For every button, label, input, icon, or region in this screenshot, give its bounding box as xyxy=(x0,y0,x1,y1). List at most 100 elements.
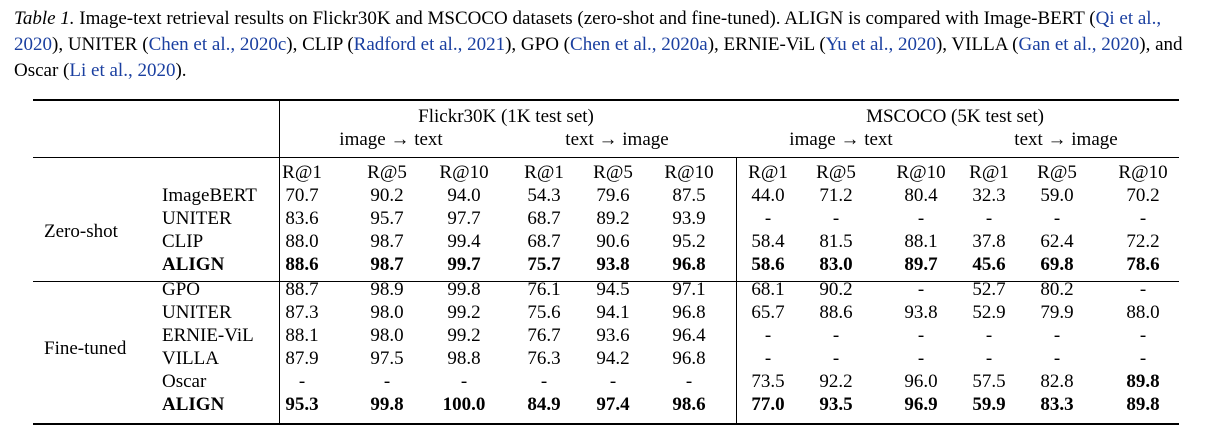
result-value: 83.0 xyxy=(819,254,853,275)
direction-header: text → image xyxy=(1014,129,1118,150)
result-value: 98.0 xyxy=(370,325,404,346)
result-value: 68.1 xyxy=(751,279,785,300)
result-value: - xyxy=(298,371,306,392)
result-value: - xyxy=(917,348,925,369)
result-value: 79.6 xyxy=(596,185,630,206)
result-value: 99.4 xyxy=(447,231,481,252)
result-value: - xyxy=(917,208,925,229)
result-value: 76.7 xyxy=(527,325,561,346)
citation-link[interactable]: Li et al., 2020 xyxy=(69,60,176,81)
result-value: 95.2 xyxy=(672,231,706,252)
result-value: 93.9 xyxy=(672,208,706,229)
metric-header: R@1 xyxy=(282,162,322,183)
metric-header: R@10 xyxy=(664,162,714,183)
model-name: Oscar xyxy=(162,371,207,392)
result-value: 58.4 xyxy=(751,231,785,252)
result-value: 99.2 xyxy=(447,325,481,346)
result-value: 94.2 xyxy=(596,348,630,369)
result-value: - xyxy=(832,348,840,369)
caption-body: Image-text retrieval results on Flickr30… xyxy=(14,8,1183,81)
result-value: 99.8 xyxy=(370,394,404,415)
caption-text: Image-text retrieval results on Flickr30… xyxy=(74,8,1096,29)
result-value: 98.7 xyxy=(370,254,404,275)
caption-text: ), ERNIE-ViL ( xyxy=(707,34,826,55)
result-value: 96.9 xyxy=(904,394,938,415)
result-value: 75.6 xyxy=(527,302,561,323)
result-value: 88.0 xyxy=(1126,302,1160,323)
model-name: UNITER xyxy=(162,302,232,323)
result-value: 93.5 xyxy=(819,394,853,415)
result-value: 88.6 xyxy=(819,302,853,323)
citation-link[interactable]: Gan et al., 2020 xyxy=(1018,34,1140,55)
result-value: 75.7 xyxy=(527,254,561,275)
result-value: 78.6 xyxy=(1126,254,1160,275)
result-value: - xyxy=(832,208,840,229)
result-value: 95.3 xyxy=(285,394,319,415)
result-value: - xyxy=(1053,325,1061,346)
caption-lead: Table 1. xyxy=(14,8,75,29)
model-name: ERNIE-ViL xyxy=(162,325,254,346)
model-name: ALIGN xyxy=(162,394,225,415)
metric-header: R@5 xyxy=(1037,162,1077,183)
result-value: - xyxy=(985,208,993,229)
result-value: 90.2 xyxy=(819,279,853,300)
citation-link[interactable]: Yu et al., 2020 xyxy=(825,34,936,55)
result-value: - xyxy=(383,371,391,392)
citation-link[interactable]: Chen et al., 2020c xyxy=(148,34,287,55)
metric-header: R@10 xyxy=(896,162,946,183)
result-value: - xyxy=(609,371,617,392)
caption-text: ), VILLA ( xyxy=(935,34,1019,55)
result-value: 82.8 xyxy=(1040,371,1074,392)
result-value: 83.3 xyxy=(1040,394,1074,415)
result-value: 99.2 xyxy=(447,302,481,323)
group-separator xyxy=(33,281,1179,282)
result-value: 59.0 xyxy=(1040,185,1074,206)
citation-link[interactable]: Chen et al., 2020a xyxy=(570,34,708,55)
result-value: - xyxy=(1139,348,1147,369)
result-value: 52.7 xyxy=(972,279,1006,300)
result-value: - xyxy=(917,279,925,300)
result-value: - xyxy=(1053,208,1061,229)
result-value: 59.9 xyxy=(972,394,1006,415)
result-value: - xyxy=(540,371,548,392)
result-value: 44.0 xyxy=(751,185,785,206)
result-value: 93.8 xyxy=(904,302,938,323)
direction-header: text → image xyxy=(565,129,669,150)
result-value: 57.5 xyxy=(972,371,1006,392)
header-separator xyxy=(33,157,1179,158)
result-value: - xyxy=(1139,325,1147,346)
result-value: 87.9 xyxy=(285,348,319,369)
citation-link[interactable]: Qi et al., 2020 xyxy=(14,8,1162,55)
result-value: 96.0 xyxy=(904,371,938,392)
group-label: Zero-shot xyxy=(44,221,118,242)
dataset-column-divider xyxy=(736,158,737,424)
result-value: 79.9 xyxy=(1040,302,1074,323)
direction-header: image → text xyxy=(789,129,893,150)
caption-text: ), GPO ( xyxy=(505,34,571,55)
result-value: 98.6 xyxy=(672,394,706,415)
result-value: 73.5 xyxy=(751,371,785,392)
model-name: VILLA xyxy=(162,348,219,369)
result-value: 89.2 xyxy=(596,208,630,229)
citation-link[interactable]: Radford et al., 2021 xyxy=(353,34,506,55)
result-value: 92.2 xyxy=(819,371,853,392)
result-value: 99.7 xyxy=(447,254,481,275)
result-value: 76.3 xyxy=(527,348,561,369)
metric-header: R@5 xyxy=(367,162,407,183)
result-value: 54.3 xyxy=(527,185,561,206)
result-value: 52.9 xyxy=(972,302,1006,323)
result-value: 88.1 xyxy=(285,325,319,346)
result-value: - xyxy=(460,371,468,392)
result-value: 97.5 xyxy=(370,348,404,369)
result-value: 96.8 xyxy=(672,302,706,323)
result-value: 89.7 xyxy=(904,254,938,275)
dataset-header: Flickr30K (1K test set) xyxy=(418,106,594,127)
result-value: - xyxy=(764,325,772,346)
result-value: - xyxy=(1139,208,1147,229)
metric-header: R@5 xyxy=(816,162,856,183)
caption-text: ). xyxy=(175,60,187,81)
result-value: 96.4 xyxy=(672,325,706,346)
result-value: 71.2 xyxy=(819,185,853,206)
table-caption: Table 1. Image-text retrieval results on… xyxy=(14,6,1194,84)
result-value: 89.8 xyxy=(1126,394,1160,415)
